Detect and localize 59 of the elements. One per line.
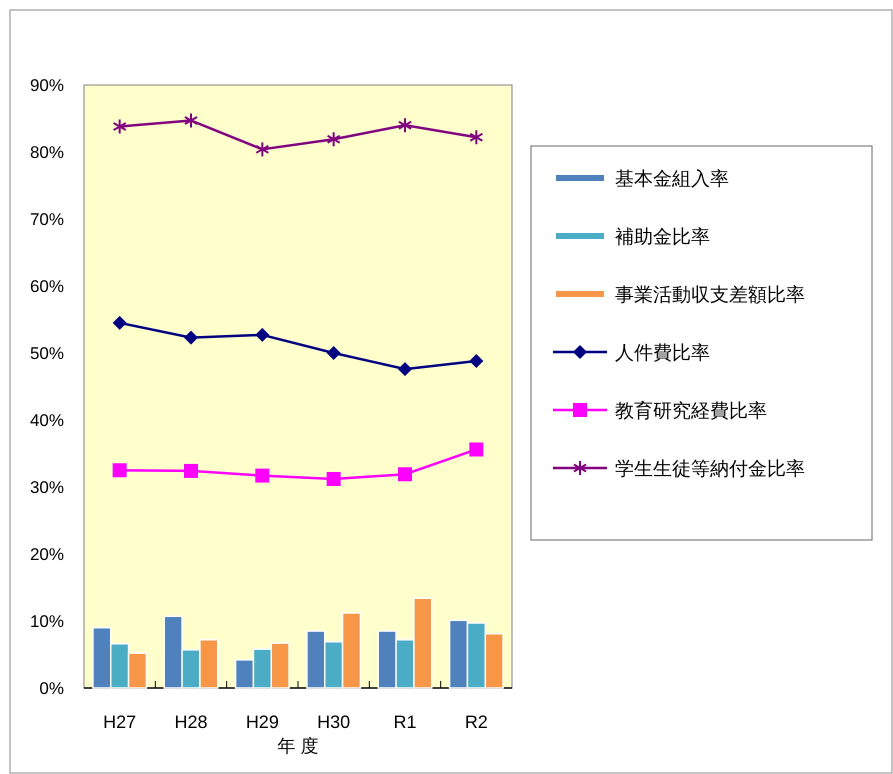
point (184, 464, 198, 478)
y-tick-label: 80% (30, 143, 64, 162)
x-tick-label: H29 (246, 712, 279, 732)
bar (306, 630, 326, 689)
y-tick-label: 50% (30, 344, 64, 363)
x-tick-label: H28 (174, 712, 208, 732)
point (398, 467, 412, 482)
bar (92, 626, 112, 689)
point (112, 463, 127, 478)
legend-label: 事業活動収支差額比率 (615, 284, 805, 306)
bar (234, 659, 254, 689)
bar (128, 652, 148, 689)
point (469, 442, 484, 456)
point (398, 117, 412, 134)
point (255, 141, 270, 158)
y-tick-label: 0% (39, 679, 64, 698)
point (112, 118, 127, 135)
legend-label: 教育研究経費比率 (615, 400, 767, 422)
point (469, 354, 484, 368)
bar (164, 616, 183, 689)
legend-label: 補助金比率 (615, 226, 710, 248)
point (255, 328, 270, 342)
point (326, 472, 341, 486)
y-tick-label: 20% (30, 545, 64, 564)
bar (199, 639, 218, 689)
y-tick-label: 10% (30, 612, 64, 631)
point (326, 131, 341, 148)
x-tick-label: H27 (103, 712, 136, 732)
point (255, 468, 270, 483)
bar (466, 622, 486, 689)
bar (270, 642, 290, 689)
point (184, 330, 198, 345)
y-tick-label: 70% (30, 210, 64, 229)
point (469, 129, 484, 146)
x-tick-label: R2 (464, 712, 488, 732)
y-tick-label: 30% (30, 478, 64, 497)
y-tick-label: 40% (30, 411, 64, 430)
x-tick-label: H30 (317, 712, 350, 732)
bar (413, 597, 432, 689)
point (398, 362, 412, 376)
x-axis-title: 年 度 (277, 736, 319, 756)
bar (110, 643, 130, 689)
point (112, 316, 127, 330)
bar (378, 630, 397, 689)
y-tick-label: 60% (30, 277, 64, 296)
legend-label: 基本金組入率 (615, 168, 729, 190)
bar (181, 649, 201, 689)
legend-label: 学生生徒等納付金比率 (615, 458, 805, 480)
bar (252, 648, 272, 689)
y-tick-label: 90% (30, 76, 64, 95)
bar (484, 632, 504, 689)
point (326, 346, 341, 360)
x-tick-label: R1 (393, 712, 417, 732)
bar (395, 639, 415, 689)
point (184, 112, 198, 129)
bar (342, 612, 362, 689)
bar (324, 641, 344, 689)
bar (448, 620, 468, 689)
legend-label: 人件費比率 (615, 342, 710, 364)
